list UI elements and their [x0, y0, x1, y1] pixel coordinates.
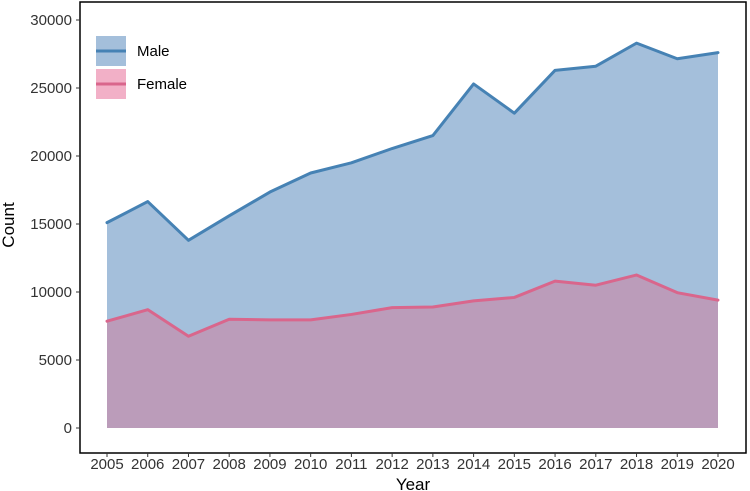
x-tick-label: 2009 — [253, 456, 286, 473]
x-tick-label: 2005 — [90, 456, 123, 473]
x-tick-label: 2011 — [335, 456, 367, 473]
series-lines — [105, 41, 720, 338]
line-female — [105, 273, 720, 338]
x-tick-label: 2006 — [131, 456, 164, 473]
area-female — [107, 275, 718, 428]
y-tick-label: 5000 — [39, 352, 72, 369]
y-axis-title: Count — [0, 202, 18, 248]
x-tick-label: 2008 — [213, 456, 246, 473]
line-male — [105, 41, 720, 242]
x-tick-label: 2019 — [661, 456, 694, 473]
legend-label-male: Male — [137, 43, 170, 60]
y-tick-label: 20000 — [30, 148, 72, 165]
x-tick-label: 2012 — [375, 456, 408, 473]
area-fills — [107, 43, 718, 429]
x-axis-title: Year — [396, 475, 431, 491]
x-tick-label: 2018 — [620, 456, 653, 473]
x-axis: 2005 2006 2007 2008 2009 2010 2011 2012 2013 2014… — [90, 453, 735, 473]
x-tick-label: 2010 — [294, 456, 327, 473]
y-axis: 0 5000 10000 15000 20000 25000 30000 — [30, 12, 80, 437]
x-tick-label: 2013 — [416, 456, 449, 473]
legend: Male Female — [96, 36, 187, 99]
plot-frame — [79, 1, 747, 454]
x-tick-label: 2015 — [498, 456, 531, 473]
y-tick-label: 0 — [64, 420, 72, 437]
y-tick-label: 30000 — [30, 12, 72, 29]
x-tick-label: 2017 — [579, 456, 612, 473]
y-tick-label: 25000 — [30, 80, 72, 97]
x-tick-label: 2016 — [538, 456, 571, 473]
y-tick-label: 15000 — [30, 216, 72, 233]
x-tick-label: 2014 — [457, 456, 490, 473]
x-tick-label: 2020 — [701, 456, 734, 473]
legend-label-female: Female — [137, 76, 187, 93]
y-tick-label: 10000 — [30, 284, 72, 301]
x-tick-label: 2007 — [172, 456, 205, 473]
